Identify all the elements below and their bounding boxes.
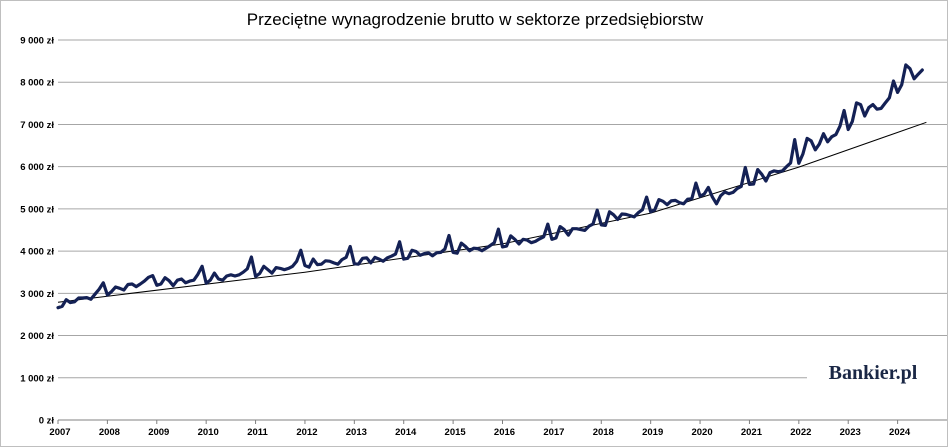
y-tick-label: 6 000 zł — [20, 162, 54, 173]
x-tick-label: 2024 — [889, 427, 911, 438]
x-tick-label: 2022 — [790, 427, 811, 438]
grid — [58, 39, 947, 379]
x-tick-label: 2018 — [593, 427, 614, 438]
y-tick-label: 7 000 zł — [20, 120, 54, 131]
x-tick-label: 2020 — [691, 427, 712, 438]
y-tick-label: 0 zł — [39, 416, 55, 427]
x-tick-label: 2010 — [198, 427, 219, 438]
bankier-logo: Bankier.pl — [829, 362, 918, 384]
x-tick-label: 2019 — [642, 427, 663, 438]
x-axis: 2007 2008 2009 2010 2011 2012 2013 2014 2015 2016… — [49, 420, 911, 438]
y-tick-label: 8 000 zł — [20, 78, 54, 89]
y-tick-label: 3 000 zł — [20, 289, 54, 300]
x-tick-label: 2009 — [148, 427, 169, 438]
watermark: Bankier.pl — [807, 357, 947, 385]
y-tick-label: 9 000 zł — [20, 36, 54, 47]
x-tick-label: 2016 — [494, 427, 515, 438]
chart-title: Przeciętne wynagrodzenie brutto w sektor… — [247, 10, 704, 29]
x-tick-label: 2012 — [296, 427, 317, 438]
x-tick-label: 2013 — [346, 427, 367, 438]
series-line — [56, 63, 924, 310]
y-axis: 0 zł 1 000 zł 2 000 zł 3 000 zł 4 000 zł 5 00… — [20, 36, 54, 427]
x-tick-label: 2023 — [840, 427, 861, 438]
y-tick-label: 1 000 zł — [20, 373, 54, 384]
x-tick-label: 2007 — [49, 427, 70, 438]
x-tick-label: 2014 — [395, 427, 417, 438]
y-tick-label: 2 000 zł — [20, 331, 54, 342]
y-tick-label: 4 000 zł — [20, 247, 54, 258]
x-tick-label: 2017 — [543, 427, 564, 438]
x-tick-label: 2015 — [445, 427, 467, 438]
y-tick-label: 5 000 zł — [20, 204, 54, 215]
x-tick-label: 2011 — [247, 427, 268, 438]
x-tick-label: 2021 — [741, 427, 763, 438]
watermark-backdrop — [807, 357, 947, 385]
x-tick-label: 2008 — [99, 427, 120, 438]
